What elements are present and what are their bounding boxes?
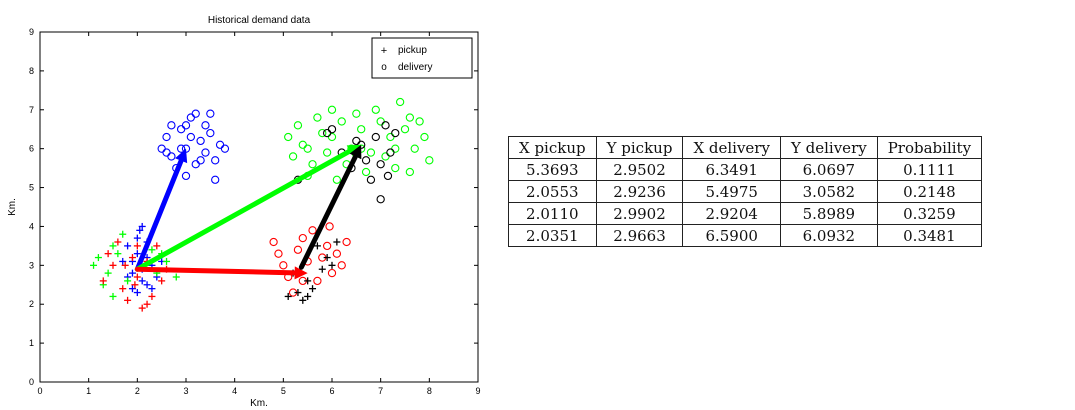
table-cell: 6.0697: [780, 159, 877, 181]
table-cell: 0.1111: [877, 159, 981, 181]
column-header: Probability: [877, 137, 981, 159]
y-axis-label: Km.: [7, 198, 18, 216]
table-cell: 2.9663: [596, 225, 683, 247]
table-row: 2.0351 2.9663 6.5900 6.0932 0.3481: [509, 225, 982, 247]
x-axis-label: Km.: [250, 398, 268, 409]
table-cell: 0.3481: [877, 225, 981, 247]
y-tick-label: 5: [29, 183, 34, 193]
table-cell: 2.0351: [509, 225, 597, 247]
y-tick-label: 4: [29, 221, 34, 231]
x-tick-label: 3: [183, 386, 188, 396]
legend: + pickup o delivery: [372, 38, 472, 78]
table-cell: 2.9204: [683, 203, 781, 225]
x-tick-label: 5: [281, 386, 286, 396]
demand-table-container: X pickup Y pickup X delivery Y delivery Prob…: [508, 136, 982, 247]
table-row: 2.0110 2.9902 2.9204 5.8989 0.3259: [509, 203, 982, 225]
y-tick-label: 3: [29, 260, 34, 270]
table-cell: 5.3693: [509, 159, 597, 181]
y-tick-label: 9: [29, 27, 34, 37]
x-tick-label: 8: [427, 386, 432, 396]
table-cell: 2.0553: [509, 181, 597, 203]
table-cell: 0.3259: [877, 203, 981, 225]
y-tick-label: 2: [29, 299, 34, 309]
table-cell: 6.3491: [683, 159, 781, 181]
table-body: 5.3693 2.9502 6.3491 6.0697 0.1111 2.0553 2.92…: [509, 159, 982, 247]
chart-title: Historical demand data: [208, 15, 311, 26]
legend-marker-pickup: +: [381, 45, 387, 57]
table-header-row: X pickup Y pickup X delivery Y delivery Prob…: [509, 137, 982, 159]
table-row: 5.3693 2.9502 6.3491 6.0697 0.1111: [509, 159, 982, 181]
table-cell: 0.2148: [877, 181, 981, 203]
demand-table: X pickup Y pickup X delivery Y delivery Prob…: [508, 136, 982, 247]
table-cell: 6.0932: [780, 225, 877, 247]
table-cell: 2.0110: [509, 203, 597, 225]
y-tick-label: 8: [29, 66, 34, 76]
table-cell: 2.9902: [596, 203, 683, 225]
x-tick-label: 7: [378, 386, 383, 396]
column-header: X delivery: [683, 137, 781, 159]
x-tick-label: 4: [232, 386, 237, 396]
table-row: 2.0553 2.9236 5.4975 3.0582 0.2148: [509, 181, 982, 203]
x-tick-label: 2: [135, 386, 140, 396]
table-cell: 2.9502: [596, 159, 683, 181]
scatter-chart: Historical demand data Km. Km. 0 1 2 3 4 5 6 7 8…: [0, 0, 500, 410]
plot-area: [40, 32, 478, 382]
y-tick-label: 7: [29, 105, 34, 115]
table-cell: 5.4975: [683, 181, 781, 203]
table-cell: 5.8989: [780, 203, 877, 225]
column-header: Y delivery: [780, 137, 877, 159]
column-header: Y pickup: [596, 137, 683, 159]
y-tick-label: 0: [29, 377, 34, 387]
x-tick-label: 1: [86, 386, 91, 396]
table-cell: 6.5900: [683, 225, 781, 247]
table-cell: 2.9236: [596, 181, 683, 203]
x-tick-label: 9: [475, 386, 480, 396]
x-tick-label: 6: [329, 386, 334, 396]
legend-label-delivery: delivery: [398, 62, 432, 73]
legend-label-pickup: pickup: [398, 45, 427, 56]
column-header: X pickup: [509, 137, 597, 159]
table-cell: 3.0582: [780, 181, 877, 203]
y-tick-label: 1: [29, 338, 34, 348]
x-tick-label: 0: [37, 386, 42, 396]
legend-marker-delivery: o: [381, 62, 387, 73]
y-tick-label: 6: [29, 144, 34, 154]
